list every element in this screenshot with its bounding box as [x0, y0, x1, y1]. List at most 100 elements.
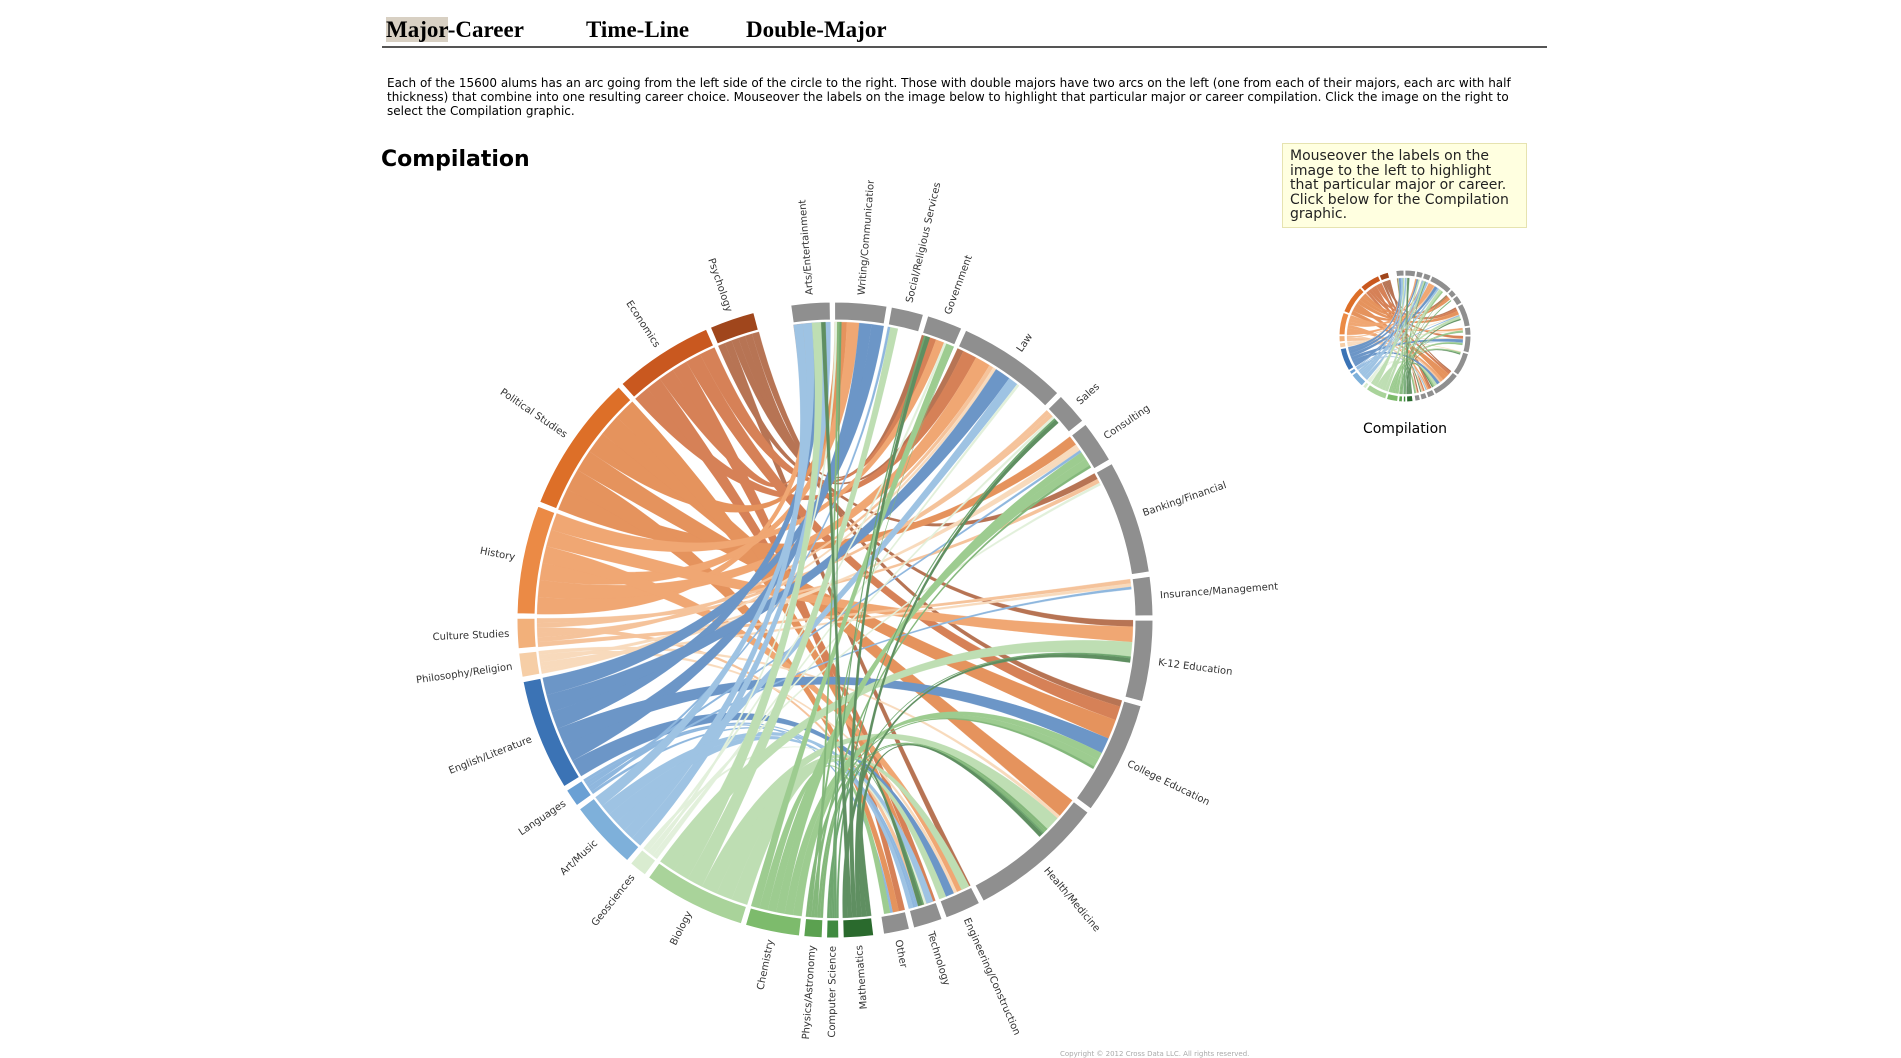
chord-label[interactable]: Sales: [1075, 381, 1102, 407]
major-arc[interactable]: [578, 797, 640, 862]
major-arc[interactable]: [1339, 347, 1355, 372]
major-arc[interactable]: [1361, 381, 1370, 390]
chord-ribbon: [643, 746, 927, 905]
career-arc[interactable]: [834, 301, 888, 325]
career-arc[interactable]: [1452, 351, 1470, 376]
major-arc[interactable]: [709, 311, 759, 345]
major-arc[interactable]: [629, 849, 657, 876]
career-arc[interactable]: [1095, 462, 1150, 576]
tab-double-major[interactable]: Double-Major: [746, 17, 887, 42]
career-arc[interactable]: [790, 301, 831, 324]
career-arc[interactable]: [1070, 423, 1111, 470]
major-arc[interactable]: [565, 780, 593, 807]
career-arc[interactable]: [1451, 294, 1463, 307]
major-arc[interactable]: [1338, 335, 1346, 343]
career-arc[interactable]: [1421, 272, 1432, 282]
chord-label[interactable]: Languages: [517, 798, 568, 838]
career-arc[interactable]: [921, 315, 963, 346]
compilation-thumbnail[interactable]: [1325, 256, 1485, 416]
major-arc[interactable]: [1397, 395, 1404, 403]
major-arc[interactable]: [1365, 383, 1388, 400]
chord-label[interactable]: Insurance/Management: [1160, 581, 1279, 601]
major-arc[interactable]: [516, 617, 537, 650]
compilation-thumbnail-label[interactable]: Compilation: [1362, 421, 1448, 437]
chord-ribbon: [1370, 279, 1420, 386]
chord-label[interactable]: Mathematics: [854, 945, 870, 1010]
chord-label[interactable]: Philosophy/Religion: [415, 662, 513, 687]
tab-time-line[interactable]: Time-Line: [586, 17, 690, 42]
career-arc[interactable]: [1395, 269, 1405, 278]
chord-label[interactable]: English/Literature: [447, 734, 533, 777]
chord-label[interactable]: Culture Studies: [432, 629, 509, 643]
career-arc[interactable]: [1075, 700, 1142, 810]
chord-label[interactable]: History: [479, 546, 516, 564]
chord-label[interactable]: Physics/Astronomy: [801, 945, 819, 1040]
major-arc[interactable]: [1338, 341, 1347, 349]
major-arc[interactable]: [516, 505, 556, 615]
major-arc[interactable]: [744, 907, 802, 937]
career-arc[interactable]: [887, 306, 925, 333]
chord-label[interactable]: Economics: [623, 299, 661, 350]
major-arc[interactable]: [842, 917, 875, 939]
major-arc[interactable]: [1385, 392, 1399, 403]
tab-major-career[interactable]: Major-Career: [386, 16, 524, 44]
chord-label[interactable]: Computer Science: [827, 946, 839, 1038]
chord-label[interactable]: Arts/Entertainment: [797, 199, 815, 295]
chord-label[interactable]: Biology: [668, 909, 694, 947]
career-arc[interactable]: [1047, 395, 1084, 433]
career-arc[interactable]: [880, 911, 911, 935]
career-arc[interactable]: [1463, 326, 1472, 336]
major-arc[interactable]: [1360, 274, 1382, 293]
major-arc[interactable]: [539, 386, 632, 510]
chord-label[interactable]: Art/Music: [558, 838, 600, 878]
career-arc[interactable]: [1425, 388, 1436, 399]
career-arc[interactable]: [1419, 391, 1428, 401]
chord-label[interactable]: College Education: [1125, 759, 1211, 809]
chord-label[interactable]: Government: [943, 254, 975, 316]
career-arc[interactable]: [974, 800, 1089, 902]
major-arc[interactable]: [1348, 367, 1357, 376]
major-arc[interactable]: [621, 328, 715, 398]
chord-label[interactable]: K-12 Education: [1157, 657, 1233, 678]
chord-label[interactable]: Psychology: [705, 257, 734, 314]
chord-label[interactable]: Social/Religious Services: [905, 181, 944, 304]
career-arc[interactable]: [1413, 393, 1422, 402]
chord-label[interactable]: Banking/Financial: [1141, 480, 1228, 519]
career-arc[interactable]: [1429, 275, 1452, 294]
career-arc[interactable]: [1456, 302, 1471, 328]
major-arc[interactable]: [1378, 271, 1391, 282]
chord-label[interactable]: Health/Medicine: [1041, 865, 1102, 934]
chord-label[interactable]: Technology: [924, 929, 951, 987]
major-arc[interactable]: [1406, 394, 1414, 403]
major-arc[interactable]: [1402, 395, 1407, 403]
career-arc[interactable]: [1432, 371, 1459, 396]
career-arc[interactable]: [1415, 270, 1424, 279]
chord-ribbon: [538, 646, 1061, 819]
career-arc[interactable]: [1131, 575, 1154, 617]
major-arc[interactable]: [647, 862, 748, 925]
chord-label[interactable]: Political Studies: [498, 387, 569, 441]
career-arc[interactable]: [1124, 619, 1154, 703]
major-arc[interactable]: [518, 650, 541, 678]
chord-label[interactable]: Chemistry: [756, 939, 777, 991]
chord-label[interactable]: Writing/Communication: [857, 180, 878, 296]
major-arc[interactable]: [826, 919, 840, 939]
major-arc[interactable]: [1338, 311, 1350, 336]
major-arc[interactable]: [1343, 286, 1365, 315]
career-arc[interactable]: [1404, 269, 1417, 278]
major-arc[interactable]: [803, 918, 824, 939]
career-arc[interactable]: [957, 329, 1059, 407]
chord-ribbon: [830, 335, 927, 919]
career-arc[interactable]: [908, 901, 943, 929]
career-arc[interactable]: [939, 886, 981, 919]
career-arc[interactable]: [1462, 335, 1472, 354]
major-arc[interactable]: [1351, 370, 1367, 387]
chord-label[interactable]: Consulting: [1102, 403, 1152, 442]
major-arc[interactable]: [522, 677, 581, 788]
chord-label[interactable]: Other: [892, 939, 908, 970]
chord-ribbon: [1347, 329, 1464, 344]
chord-label[interactable]: Engineering/Construction: [961, 916, 1022, 1037]
career-arc[interactable]: [1446, 288, 1458, 300]
chord-label[interactable]: Geosciences: [590, 873, 638, 929]
chord-label[interactable]: Law: [1015, 332, 1035, 355]
